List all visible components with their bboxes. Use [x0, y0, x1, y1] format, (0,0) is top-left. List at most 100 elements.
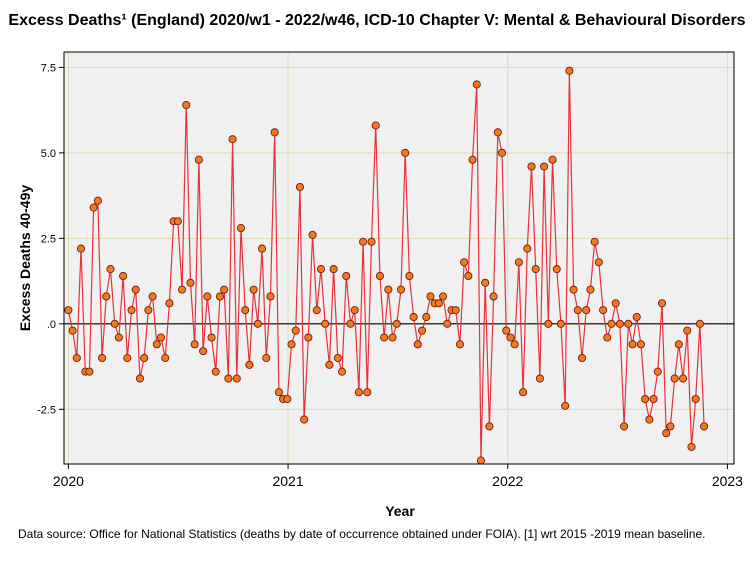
data-point	[245, 360, 254, 369]
data-point	[215, 292, 224, 301]
data-point	[295, 182, 304, 192]
data-point	[506, 333, 515, 342]
data-point	[106, 265, 115, 274]
data-point	[123, 353, 132, 363]
data-point	[426, 292, 435, 301]
y-tick-label: 7.5	[41, 62, 56, 74]
data-point	[493, 128, 502, 137]
data-point	[645, 415, 654, 424]
data-point	[161, 353, 170, 363]
data-point	[460, 258, 469, 267]
data-point	[72, 353, 81, 363]
data-point	[329, 265, 338, 274]
y-tick-label: 2.5	[41, 233, 56, 245]
data-point	[337, 367, 347, 376]
data-point	[455, 340, 464, 349]
data-point	[316, 265, 326, 274]
data-point	[569, 285, 578, 294]
data-point	[590, 237, 599, 246]
data-point	[140, 353, 149, 363]
data-point	[632, 312, 641, 322]
data-point	[363, 388, 372, 397]
data-point	[144, 306, 153, 315]
data-point	[615, 319, 624, 328]
data-point	[253, 319, 262, 328]
data-point	[502, 326, 511, 335]
data-point	[98, 353, 107, 363]
data-point	[544, 319, 553, 328]
data-point	[510, 340, 519, 349]
data-point	[359, 237, 368, 246]
data-point	[249, 285, 258, 294]
data-point	[552, 265, 561, 274]
data-point	[695, 319, 704, 328]
data-point	[548, 155, 557, 164]
data-point	[679, 374, 688, 383]
data-point	[367, 237, 376, 246]
x-tick-label: 2020	[53, 473, 84, 489]
data-point	[203, 292, 212, 301]
data-point	[649, 394, 658, 404]
x-tick-label: 2021	[272, 473, 303, 489]
data-point	[599, 306, 608, 315]
data-point	[603, 333, 612, 342]
x-tick-label: 2023	[712, 473, 743, 489]
data-point	[514, 258, 523, 267]
data-point	[190, 340, 199, 349]
data-point	[241, 306, 250, 315]
data-source-footnote: Data source: Office for National Statist…	[18, 527, 706, 541]
data-point	[64, 306, 73, 315]
data-point	[266, 292, 275, 301]
data-point	[270, 128, 279, 137]
data-point	[666, 422, 675, 431]
data-point	[497, 148, 507, 157]
data-point	[199, 347, 208, 356]
data-point	[700, 422, 709, 431]
data-point	[354, 388, 363, 397]
data-point	[342, 271, 351, 281]
data-point	[135, 374, 145, 383]
data-point	[565, 66, 574, 75]
data-point	[325, 360, 334, 369]
y-axis-label: Excess Deaths 40-49y	[17, 185, 33, 332]
y-tick-label: .0	[47, 319, 56, 331]
data-point	[582, 306, 591, 315]
data-point	[371, 121, 380, 130]
data-point	[93, 196, 102, 205]
data-point	[577, 353, 587, 363]
x-axis-label: Year	[385, 503, 415, 519]
data-point	[561, 401, 570, 410]
data-point	[257, 244, 267, 253]
data-point	[687, 442, 696, 451]
data-point	[586, 285, 595, 294]
data-point	[636, 340, 646, 349]
data-point	[85, 367, 94, 376]
data-point	[127, 306, 136, 315]
data-point	[476, 456, 486, 465]
data-point	[439, 292, 448, 301]
data-point	[380, 333, 389, 342]
data-point	[375, 271, 384, 281]
data-point	[531, 265, 540, 274]
data-point	[148, 292, 157, 301]
data-point	[641, 394, 650, 404]
data-point	[232, 374, 241, 383]
data-point	[211, 367, 220, 376]
data-point	[110, 319, 119, 328]
data-point	[535, 374, 544, 383]
data-point	[683, 326, 692, 335]
data-point	[611, 299, 620, 308]
data-point	[628, 340, 637, 349]
plot-frame	[63, 51, 735, 465]
data-point	[388, 333, 397, 342]
data-point	[464, 271, 473, 281]
data-point	[76, 244, 86, 253]
data-point	[300, 415, 309, 424]
data-point	[540, 162, 549, 171]
data-point	[468, 155, 477, 164]
data-point	[527, 162, 536, 171]
chart-title: Excess Deaths¹ (England) 2020/w1 - 2022/…	[8, 12, 746, 29]
data-point	[422, 312, 431, 322]
data-point	[291, 326, 300, 335]
data-point	[173, 217, 182, 226]
